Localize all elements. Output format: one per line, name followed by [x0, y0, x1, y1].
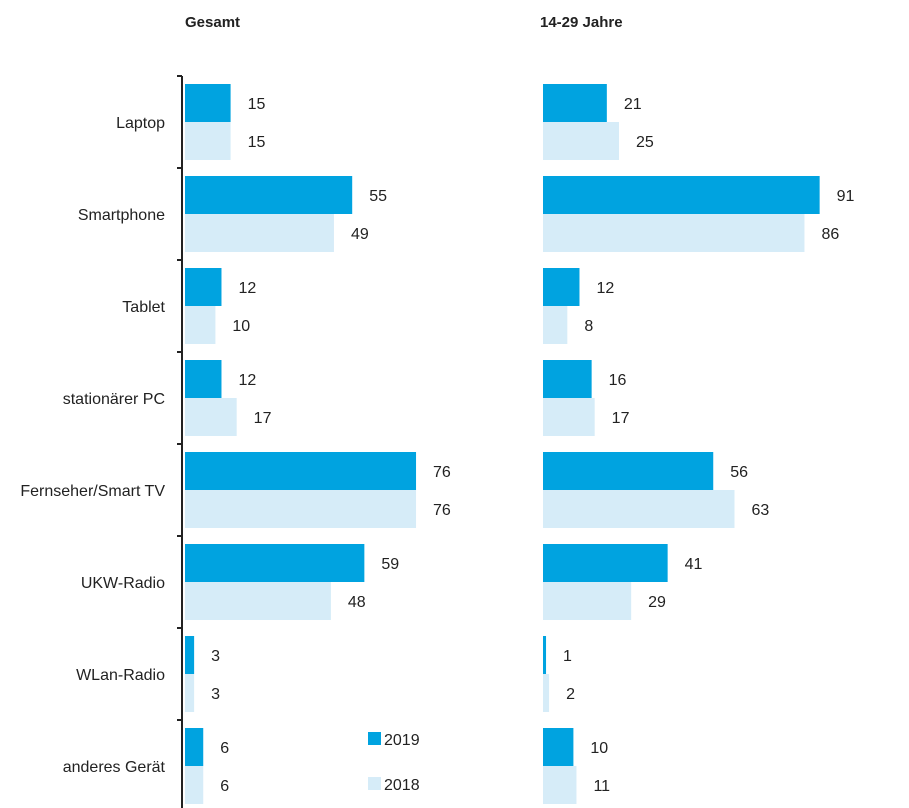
bar-gesamt-2018-ukw-radio — [185, 582, 331, 620]
legend-swatch-2018 — [368, 777, 381, 790]
value-label-14-29-jahre-2018-station-rer-pc: 17 — [612, 410, 630, 427]
bar-14-29-jahre-2019-laptop — [543, 84, 607, 122]
bar-14-29-jahre-2019-tablet — [543, 268, 580, 306]
value-label-14-29-jahre-2018-smartphone: 86 — [821, 226, 839, 243]
value-label-14-29-jahre-2019-wlan-radio: 1 — [563, 648, 572, 665]
panel-title-gesamt: Gesamt — [185, 14, 240, 31]
bar-gesamt-2018-laptop — [185, 122, 231, 160]
value-label-14-29-jahre-2019-smartphone: 91 — [837, 188, 855, 205]
value-label-14-29-jahre-2018-anderes-ger-t: 11 — [593, 778, 610, 795]
bar-gesamt-2018-wlan-radio — [185, 674, 195, 712]
value-label-gesamt-2018-anderes-ger-t: 6 — [220, 778, 229, 795]
value-label-14-29-jahre-2018-tablet: 8 — [584, 318, 593, 335]
bar-gesamt-2019-tablet — [185, 268, 222, 306]
bar-gesamt-2019-laptop — [185, 84, 231, 122]
value-label-gesamt-2019-ukw-radio: 59 — [381, 556, 399, 573]
value-label-gesamt-2019-anderes-ger-t: 6 — [220, 740, 229, 757]
legend-label-2018: 2018 — [384, 777, 420, 794]
bar-14-29-jahre-2018-smartphone — [543, 214, 805, 252]
value-label-gesamt-2019-laptop: 15 — [248, 96, 266, 113]
legend-swatch-2019 — [368, 732, 381, 745]
value-label-gesamt-2019-fernseher-smart-tv: 76 — [433, 464, 451, 481]
category-label-fernseher-smart-tv: Fernseher/Smart TV — [20, 483, 165, 500]
value-label-gesamt-2018-ukw-radio: 48 — [348, 594, 366, 611]
bar-14-29-jahre-2018-station-rer-pc — [543, 398, 595, 436]
panel-title-14-29-jahre: 14-29 Jahre — [540, 14, 623, 31]
value-label-gesamt-2019-wlan-radio: 3 — [211, 648, 220, 665]
value-label-gesamt-2018-laptop: 15 — [248, 134, 266, 151]
bar-gesamt-2019-anderes-ger-t — [185, 728, 204, 766]
category-label-wlan-radio: WLan-Radio — [76, 667, 165, 684]
value-label-14-29-jahre-2019-ukw-radio: 41 — [685, 556, 703, 573]
value-label-gesamt-2018-wlan-radio: 3 — [211, 686, 220, 703]
value-label-gesamt-2019-station-rer-pc: 12 — [238, 372, 256, 389]
value-label-14-29-jahre-2018-ukw-radio: 29 — [648, 594, 666, 611]
category-label-anderes-ger-t: anderes Gerät — [63, 759, 166, 776]
value-label-14-29-jahre-2019-laptop: 21 — [624, 96, 642, 113]
bar-14-29-jahre-2019-anderes-ger-t — [543, 728, 574, 766]
bar-gesamt-2019-ukw-radio — [185, 544, 365, 582]
bar-14-29-jahre-2019-fernseher-smart-tv — [543, 452, 714, 490]
bar-14-29-jahre-2019-ukw-radio — [543, 544, 668, 582]
category-label-station-rer-pc: stationärer PC — [63, 391, 165, 408]
bar-14-29-jahre-2018-wlan-radio — [543, 674, 550, 712]
bar-14-29-jahre-2018-anderes-ger-t — [543, 766, 577, 804]
value-label-gesamt-2018-station-rer-pc: 17 — [254, 410, 272, 427]
bar-gesamt-2019-smartphone — [185, 176, 353, 214]
value-label-gesamt-2018-tablet: 10 — [232, 318, 250, 335]
value-label-gesamt-2018-fernseher-smart-tv: 76 — [433, 502, 451, 519]
bar-gesamt-2018-anderes-ger-t — [185, 766, 204, 804]
category-label-ukw-radio: UKW-Radio — [81, 575, 165, 592]
bar-14-29-jahre-2019-station-rer-pc — [543, 360, 592, 398]
value-label-gesamt-2019-smartphone: 55 — [369, 188, 387, 205]
value-label-14-29-jahre-2019-anderes-ger-t: 10 — [590, 740, 608, 757]
bar-gesamt-2019-fernseher-smart-tv — [185, 452, 417, 490]
bar-14-29-jahre-2018-ukw-radio — [543, 582, 632, 620]
bar-gesamt-2019-wlan-radio — [185, 636, 195, 674]
value-label-gesamt-2018-smartphone: 49 — [351, 226, 369, 243]
value-label-14-29-jahre-2019-fernseher-smart-tv: 56 — [730, 464, 748, 481]
bar-14-29-jahre-2019-smartphone — [543, 176, 820, 214]
value-label-14-29-jahre-2018-fernseher-smart-tv: 63 — [752, 502, 770, 519]
bar-gesamt-2018-station-rer-pc — [185, 398, 237, 436]
legend-label-2019: 2019 — [384, 732, 420, 749]
value-label-14-29-jahre-2019-tablet: 12 — [596, 280, 614, 297]
value-label-14-29-jahre-2018-laptop: 25 — [636, 134, 654, 151]
category-label-smartphone: Smartphone — [78, 207, 165, 224]
bar-gesamt-2019-station-rer-pc — [185, 360, 222, 398]
value-label-14-29-jahre-2019-station-rer-pc: 16 — [609, 372, 627, 389]
bar-gesamt-2018-smartphone — [185, 214, 334, 252]
category-label-laptop: Laptop — [116, 115, 165, 132]
bar-gesamt-2018-tablet — [185, 306, 216, 344]
category-label-tablet: Tablet — [122, 299, 165, 316]
bar-14-29-jahre-2018-fernseher-smart-tv — [543, 490, 735, 528]
bar-14-29-jahre-2018-tablet — [543, 306, 568, 344]
value-label-gesamt-2019-tablet: 12 — [238, 280, 256, 297]
bar-gesamt-2018-fernseher-smart-tv — [185, 490, 417, 528]
bar-14-29-jahre-2019-wlan-radio — [543, 636, 547, 674]
value-label-14-29-jahre-2018-wlan-radio: 2 — [566, 686, 575, 703]
bar-14-29-jahre-2018-laptop — [543, 122, 619, 160]
